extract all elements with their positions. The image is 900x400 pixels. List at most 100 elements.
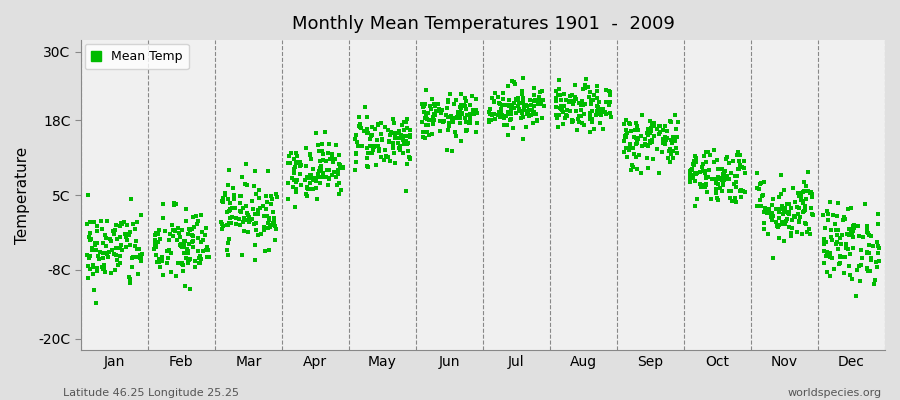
Point (629, 119, 643, 126)
Point (163, 231, 177, 237)
Point (310, 142, 325, 148)
Point (197, 231, 211, 238)
Point (720, 154, 734, 160)
Point (831, 227, 845, 234)
Point (148, 243, 163, 250)
Point (504, 106, 518, 113)
Point (833, 253, 848, 259)
Point (712, 175, 726, 181)
Point (623, 141, 637, 148)
Point (220, 240, 235, 246)
Point (527, 92, 542, 98)
Point (361, 163, 375, 170)
Point (824, 250, 838, 256)
Point (845, 234, 859, 240)
Point (129, 238, 143, 244)
Point (451, 110, 465, 116)
Point (193, 260, 207, 266)
Point (191, 235, 205, 242)
Point (174, 243, 188, 250)
Point (194, 212, 209, 218)
Point (424, 106, 438, 112)
Point (852, 278, 867, 285)
Point (179, 206, 194, 212)
Point (370, 137, 384, 143)
Point (840, 231, 854, 237)
Point (179, 246, 194, 253)
Point (724, 170, 738, 176)
Y-axis label: Temperature: Temperature (15, 146, 30, 244)
Point (244, 198, 258, 204)
Point (300, 174, 314, 180)
Point (186, 214, 201, 220)
Point (83, 237, 97, 243)
Point (120, 231, 134, 237)
Point (231, 216, 246, 222)
Point (503, 111, 517, 118)
Point (619, 134, 634, 140)
Point (363, 143, 377, 149)
Point (765, 217, 779, 224)
Point (322, 141, 337, 147)
Point (320, 182, 335, 188)
Point (421, 110, 436, 116)
Point (817, 248, 832, 254)
Point (526, 120, 540, 126)
Point (367, 143, 382, 150)
Point (176, 262, 191, 268)
Point (96, 262, 111, 268)
Point (565, 92, 580, 98)
Point (574, 107, 589, 114)
Point (196, 248, 211, 254)
Point (842, 272, 857, 278)
Point (88, 240, 103, 246)
Point (262, 217, 276, 224)
Point (315, 148, 329, 155)
Point (658, 135, 672, 142)
Point (156, 272, 170, 278)
Point (516, 75, 530, 81)
Point (764, 214, 778, 221)
Point (325, 156, 339, 162)
Point (239, 182, 254, 188)
Point (733, 162, 747, 168)
Point (570, 108, 584, 115)
Point (286, 176, 301, 183)
Point (248, 191, 263, 198)
Point (420, 129, 435, 136)
Point (463, 120, 477, 126)
Point (500, 122, 514, 128)
Point (634, 143, 649, 150)
Point (333, 162, 347, 168)
Point (400, 161, 415, 167)
Point (699, 181, 714, 188)
Point (785, 224, 799, 231)
Point (457, 102, 472, 108)
Point (531, 101, 545, 107)
Point (83, 230, 97, 236)
Point (215, 197, 230, 204)
Point (252, 187, 266, 193)
Point (644, 125, 659, 131)
Point (554, 103, 569, 110)
Point (854, 254, 868, 261)
Point (428, 112, 443, 118)
Point (769, 206, 783, 213)
Point (427, 117, 441, 123)
Point (526, 109, 541, 115)
Point (312, 164, 327, 171)
Point (189, 220, 203, 227)
Point (572, 118, 587, 125)
Point (332, 160, 347, 167)
Point (451, 109, 465, 116)
Point (361, 130, 375, 136)
Point (122, 229, 137, 235)
Point (690, 196, 705, 202)
Point (700, 189, 715, 195)
Point (650, 146, 664, 152)
Point (871, 220, 886, 227)
Point (760, 206, 775, 212)
Point (416, 128, 430, 135)
Point (427, 101, 441, 107)
Point (839, 240, 853, 247)
